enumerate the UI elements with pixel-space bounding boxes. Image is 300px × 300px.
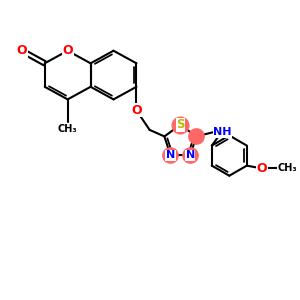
Text: N: N (186, 150, 195, 160)
Text: O: O (62, 44, 73, 57)
Text: O: O (16, 44, 27, 57)
Text: S: S (176, 118, 184, 131)
Text: CH₃: CH₃ (278, 164, 297, 173)
Text: CH₃: CH₃ (58, 124, 77, 134)
Text: O: O (131, 104, 142, 117)
Text: N: N (166, 150, 175, 160)
Text: O: O (257, 162, 267, 175)
Text: NH: NH (213, 127, 232, 137)
